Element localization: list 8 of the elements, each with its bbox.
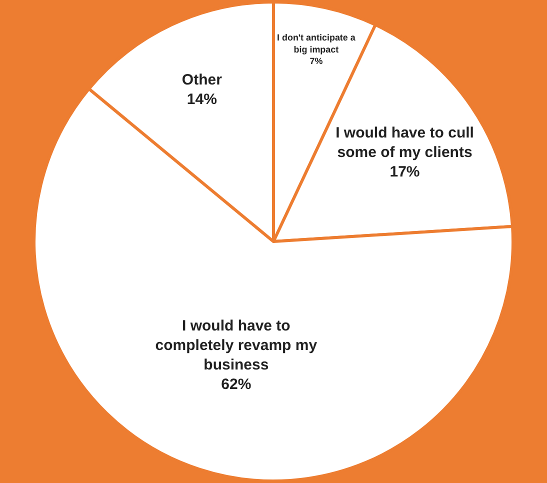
data-label: 17%: [390, 163, 420, 180]
slice-label: Other: [182, 71, 222, 88]
slice-label: I would have to completely revamp my business: [155, 318, 318, 374]
data-label: 7%: [310, 56, 323, 66]
data-label: 62%: [221, 376, 252, 394]
data-label: 14%: [186, 90, 217, 108]
slice-label: I would have to cull some of my clients: [336, 124, 474, 161]
slice-label: I don't anticipate a big impact: [277, 32, 356, 54]
